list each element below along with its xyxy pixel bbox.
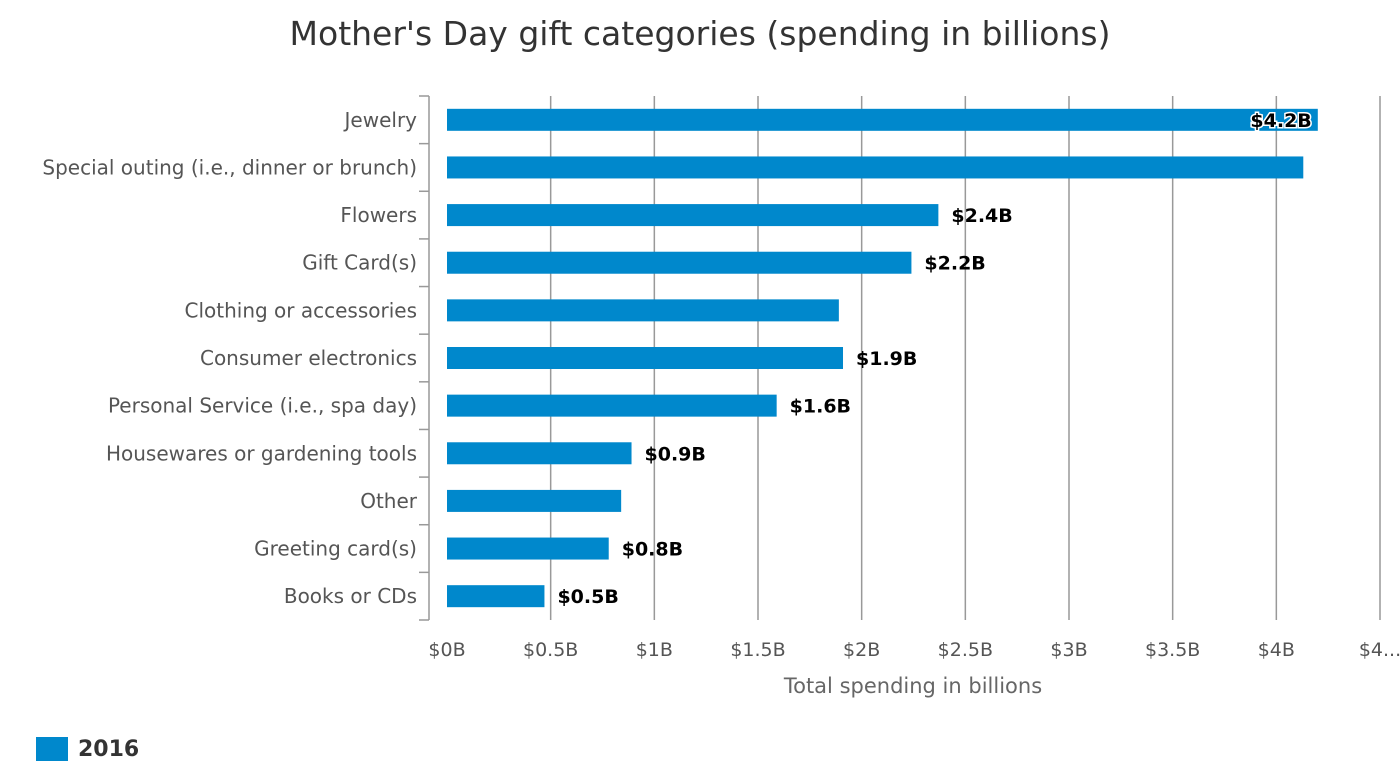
bar[interactable] — [447, 299, 839, 322]
category-label: Greeting card(s) — [254, 537, 417, 561]
x-tick-label: $1B — [636, 639, 673, 661]
legend-label: 2016 — [78, 736, 140, 762]
category-label: Special outing (i.e., dinner or brunch) — [42, 155, 417, 179]
bar[interactable] — [447, 251, 912, 274]
bar[interactable] — [447, 537, 609, 560]
bar[interactable] — [447, 108, 1318, 131]
category-label: Housewares or gardening tools — [106, 441, 417, 465]
category-label: Other — [360, 489, 418, 513]
bar[interactable] — [447, 585, 545, 608]
data-label: $0.8B — [622, 539, 683, 561]
category-label: Books or CDs — [284, 584, 417, 608]
bar[interactable] — [447, 394, 777, 417]
data-label: $2.2B — [924, 253, 985, 275]
y-axis — [419, 95, 430, 621]
bar-chart: Jewelry Special outing (i.e., dinner or b… — [42, 95, 1400, 698]
category-label: Consumer electronics — [200, 346, 417, 370]
category-label: Clothing or accessories — [184, 298, 417, 322]
data-label: $4.2B — [1250, 110, 1311, 132]
x-tick-label: $1.5B — [730, 639, 785, 661]
bars — [447, 108, 1318, 608]
category-label: Gift Card(s) — [302, 251, 417, 275]
data-label: $0.9B — [645, 443, 706, 465]
bar[interactable] — [447, 489, 622, 512]
legend-swatch — [36, 737, 68, 761]
x-tick-label: $4... — [1359, 639, 1400, 661]
x-tick-labels: $0B $0.5B $1B $1.5B $2B $2.5B $3B $3.5B $4B $4... — [428, 639, 1400, 661]
chart-title: Mother's Day gift categories (spending i… — [289, 14, 1111, 53]
bar[interactable] — [447, 156, 1304, 179]
data-label: $2.4B — [951, 205, 1012, 227]
category-label: Personal Service (i.e., spa day) — [108, 394, 417, 418]
bar[interactable] — [447, 204, 939, 227]
legend[interactable]: 2016 — [36, 734, 139, 764]
bar[interactable] — [447, 347, 844, 369]
bar[interactable] — [447, 442, 632, 465]
x-tick-label: $3.5B — [1145, 639, 1200, 661]
data-labels: $4.2B $2.4B $2.2B $1.9B $1.6B $0.9B $0.8B $0.5B — [557, 108, 1313, 608]
x-tick-label: $2B — [843, 639, 880, 661]
x-tick-label: $0B — [428, 639, 465, 661]
data-label: $1.6B — [790, 396, 851, 418]
data-label: $1.9B — [856, 348, 917, 370]
data-label: $0.5B — [557, 586, 618, 608]
category-label: Flowers — [340, 203, 417, 227]
x-axis-title: Total spending in billions — [783, 674, 1042, 698]
x-tick-label: $4B — [1258, 639, 1295, 661]
x-tick-label: $3B — [1050, 639, 1087, 661]
category-label: Jewelry — [343, 108, 418, 132]
category-labels: Jewelry Special outing (i.e., dinner or b… — [42, 108, 417, 608]
x-tick-label: $0.5B — [523, 639, 578, 661]
x-tick-label: $2.5B — [938, 639, 993, 661]
